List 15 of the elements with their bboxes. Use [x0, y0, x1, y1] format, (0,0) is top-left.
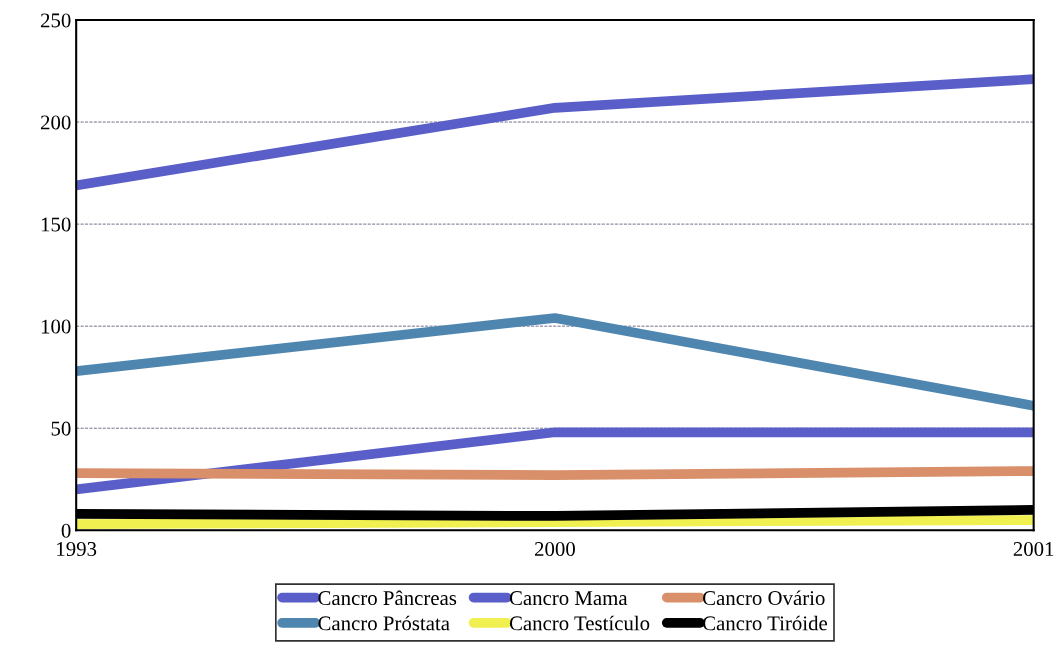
legend-label: Cancro Mama: [509, 591, 628, 606]
y-tick-label: 0: [61, 523, 71, 538]
y-tick-label: 250: [40, 13, 71, 28]
y-tick-label: 200: [40, 115, 71, 130]
x-tick-label: 2000: [535, 541, 575, 557]
legend-label: Cancro Testículo: [509, 615, 650, 631]
legend-label: Cancro Pâncreas: [318, 590, 457, 606]
x-tick-label: 2001: [1013, 541, 1054, 557]
x-tick-label: 1993: [57, 542, 97, 557]
y-tick-label: 150: [41, 217, 71, 232]
legend-label: Cancro Próstata: [318, 615, 450, 631]
legend-label: Cancro Ovário: [703, 590, 825, 606]
legend-label: Cancro Tiróide: [703, 615, 828, 631]
y-tick-label: 100: [41, 319, 71, 334]
y-tick-label: 50: [51, 421, 71, 436]
